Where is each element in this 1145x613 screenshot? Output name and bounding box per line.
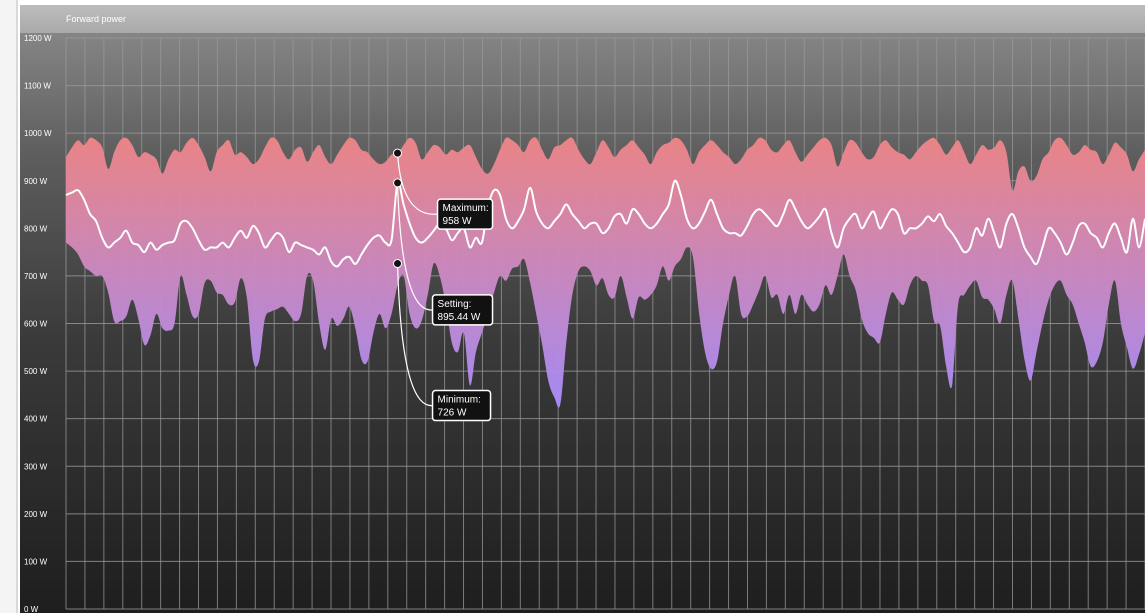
y-tick-label: 1200 W (24, 34, 52, 43)
tooltip-label: Maximum: (443, 203, 489, 214)
data-point-setting[interactable] (393, 178, 403, 188)
y-axis: 0 W 100 W 200 W 300 W 400 W 500 W 600 W 700 W 80… (24, 34, 52, 613)
tooltip-box (431, 294, 494, 326)
y-tick-label: 600 W (24, 320, 48, 329)
forward-power-chart: Forward power 0 W 100 W 200 W 300 W 400 W 500… (20, 5, 1145, 613)
y-tick-label: 900 W (24, 177, 48, 186)
tooltip-connector (396, 153, 438, 215)
y-tick-label: 200 W (24, 510, 48, 519)
tooltip-label: Setting: (438, 299, 472, 310)
y-tick-label: 100 W (24, 557, 48, 566)
chart-title-bar: Forward power (20, 5, 1145, 33)
tooltip-value: 895.44 W (438, 312, 481, 323)
y-tick-label: 500 W (24, 367, 48, 376)
tooltip-maximum: Maximum: 958 W (393, 148, 494, 230)
tooltip-connector (396, 182, 433, 311)
left-panel-strip (0, 0, 18, 613)
tooltip-minimum: Minimum: 726 W (393, 259, 492, 422)
chart-plot[interactable]: 0 W 100 W 200 W 300 W 400 W 500 W 600 W 700 W 80… (20, 5, 1145, 613)
y-tick-label: 700 W (24, 272, 48, 281)
tooltip-value: 958 W (443, 216, 472, 227)
chart-title: Forward power (66, 14, 127, 24)
series-line-setting (65, 179, 1145, 268)
tooltip-box (431, 389, 492, 422)
tooltip-setting: Setting: 895.44 W (393, 178, 494, 326)
grid-lines (65, 37, 1145, 610)
y-tick-label: 1000 W (24, 129, 52, 138)
tooltip-label: Minimum: (438, 395, 481, 406)
y-tick-label: 0 W (24, 605, 39, 613)
tooltip-value: 726 W (438, 408, 467, 419)
data-point-maximum[interactable] (393, 148, 403, 158)
y-tick-label: 1100 W (24, 82, 51, 91)
series-lines (65, 179, 1145, 268)
series-band-maximum-minimum (66, 137, 1145, 408)
tooltip-connector (396, 263, 433, 407)
data-point-minimum[interactable] (393, 259, 403, 269)
tooltips: Maximum: 958 W Setting: 895.44 W Minimum: 726… (393, 148, 494, 422)
min-max-band (66, 137, 1145, 408)
y-tick-label: 800 W (24, 224, 48, 233)
y-tick-label: 400 W (24, 415, 48, 424)
left-panel-divider (16, 0, 18, 613)
y-tick-label: 300 W (24, 462, 48, 471)
tooltip-box (436, 198, 494, 230)
